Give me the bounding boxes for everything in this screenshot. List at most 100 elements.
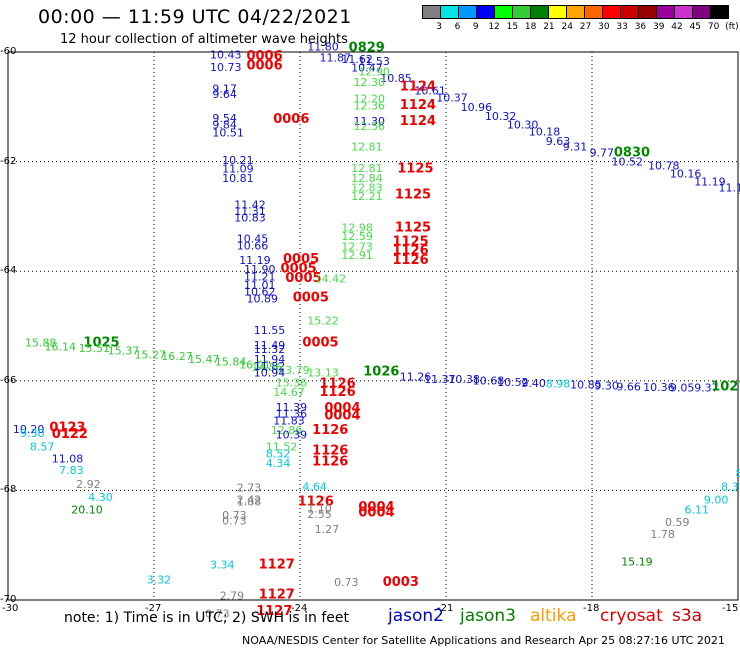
legend-label: 30 <box>598 22 610 32</box>
wave-height-label: 11.39 <box>276 401 308 414</box>
pass-time-label: 1126 <box>319 385 355 400</box>
legend-label: 45 <box>689 22 702 32</box>
legend-label: 42 <box>671 22 683 32</box>
legend-label: 27 <box>579 22 592 32</box>
wave-height-label: 0.73 <box>205 608 230 621</box>
pass-time-label: 0004 <box>324 401 360 416</box>
wave-height-label: 0.73 <box>222 509 247 522</box>
pass-time-label: 0004 <box>358 505 394 520</box>
legend-label: 70 <box>707 22 720 32</box>
wave-height-label: 10.45 <box>237 232 269 245</box>
pass-time-label: 1125 <box>392 235 428 250</box>
pass-time-label: 0005 <box>302 335 338 350</box>
legend-label: 36 <box>634 22 647 32</box>
legend-label: 9 <box>472 22 479 32</box>
latitude-label: -60 <box>0 46 17 57</box>
legend-label: (ft) <box>725 22 739 32</box>
pass-time-label: 1125 <box>397 162 433 177</box>
wave-height-label: 14.42 <box>315 272 347 285</box>
satellite-s3a: s3a <box>672 606 703 626</box>
pass-time-label: 0005 <box>293 291 329 306</box>
satellite-jason2: jason2 <box>388 606 444 626</box>
wave-height-label: 2.55 <box>307 508 332 521</box>
wave-height-label: 6.11 <box>684 504 709 517</box>
wave-height-label: 3.32 <box>147 574 172 587</box>
wave-height-label: 9.05 <box>670 381 695 394</box>
wave-height-label: 10.32 <box>485 110 517 123</box>
wave-height-label: 10.89 <box>246 293 278 306</box>
wave-height-label: 9.17 <box>212 83 237 96</box>
wave-height-label: 11.30 <box>354 115 386 128</box>
wave-height-label: 12.81 <box>351 162 383 175</box>
longitude-label: -27 <box>145 603 162 614</box>
wave-height-label: 10.73 <box>210 61 242 74</box>
wave-height-label: 9.54 <box>212 112 237 125</box>
wave-height-label: 11.19 <box>239 254 271 267</box>
pass-time-label: 1127 <box>259 557 295 572</box>
wave-height-label: 16.14 <box>45 340 77 353</box>
legend-label: 33 <box>616 22 628 32</box>
pass-time-label: 1126 <box>312 454 348 469</box>
wave-height-label: 14.67 <box>273 386 305 399</box>
wave-height-label: 9.37 <box>694 381 719 394</box>
wave-height-label: 11.83 <box>273 414 305 427</box>
wave-height-label: 12.73 <box>341 241 373 254</box>
wave-height-label: 10.43 <box>210 49 242 62</box>
longitude-label: -30 <box>2 603 19 614</box>
latitude-label: -68 <box>0 484 17 496</box>
wave-height-label: 11.09 <box>222 163 254 176</box>
pass-time-label: 1126 <box>392 253 428 268</box>
legend-label: 21 <box>543 22 555 32</box>
pass-time-label: 0004 <box>358 500 394 515</box>
wave-height-label: 8.52 <box>266 448 291 461</box>
legend-label: 15 <box>506 22 519 32</box>
pass-time-label: 1025 <box>83 335 119 350</box>
wave-height-label: 11.31 <box>234 205 265 218</box>
pass-time-label: 1126 <box>312 443 348 458</box>
color-legend <box>422 5 729 19</box>
wave-height-label: 11.32 <box>254 343 286 356</box>
pass-time-label: 1124 <box>400 80 436 95</box>
map-frame <box>7 51 739 601</box>
wave-height-label: 12.21 <box>351 190 383 203</box>
satellite-altika: altika <box>530 606 577 626</box>
wave-height-label: 11.26 <box>400 370 432 383</box>
wave-height-label: 4.64 <box>302 481 327 494</box>
wave-height-label: 12.36 <box>354 100 386 113</box>
wave-height-label: 12.91 <box>341 249 373 262</box>
wave-height-label: 10.62 <box>244 285 275 298</box>
wave-height-label: 1.27 <box>315 523 340 536</box>
wave-height-label: 13.13 <box>307 367 339 380</box>
wave-height-label: 10.78 <box>648 159 680 172</box>
pass-time-label: 1027 <box>711 379 740 394</box>
wave-height-label: 0.73 <box>334 576 359 589</box>
wave-height-label: 8.57 <box>30 441 55 454</box>
wave-height-label: 11.42 <box>234 198 265 211</box>
wave-height-label: 10.30 <box>507 118 539 131</box>
pass-time-label: 0004 <box>324 408 360 423</box>
wave-height-label: 12.83 <box>351 181 383 194</box>
wave-height-label: 20.10 <box>71 504 103 517</box>
wave-height-label: 9.63 <box>546 135 571 148</box>
pass-time-label: 0123 <box>49 420 85 435</box>
pass-time-label: 0005 <box>285 271 321 286</box>
wave-height-label: 10.85 <box>380 72 412 85</box>
wave-height-label: 11.01 <box>244 279 275 292</box>
wave-height-label: 4.30 <box>88 491 113 504</box>
wave-height-label: 9.84 <box>212 118 237 131</box>
longitude-label: -18 <box>583 603 600 614</box>
pass-time-label: 1124 <box>400 98 436 113</box>
legend-label: 24 <box>561 22 573 32</box>
wave-height-label: 10.61 <box>414 84 446 97</box>
wave-height-label: 16.27 <box>161 350 193 363</box>
latitude-label: -66 <box>0 374 17 386</box>
wave-height-label: 15.36 <box>276 376 308 389</box>
wave-height-label: 11.72 <box>738 184 740 197</box>
legend-swatch <box>710 5 729 19</box>
wave-height-label: 15.47 <box>188 353 220 366</box>
wave-height-label: 10.66 <box>237 239 269 252</box>
pass-time-label: 1126 <box>298 494 334 509</box>
wave-height-label: 11.53 <box>358 55 390 68</box>
wave-height-label: 10.94 <box>254 367 286 380</box>
